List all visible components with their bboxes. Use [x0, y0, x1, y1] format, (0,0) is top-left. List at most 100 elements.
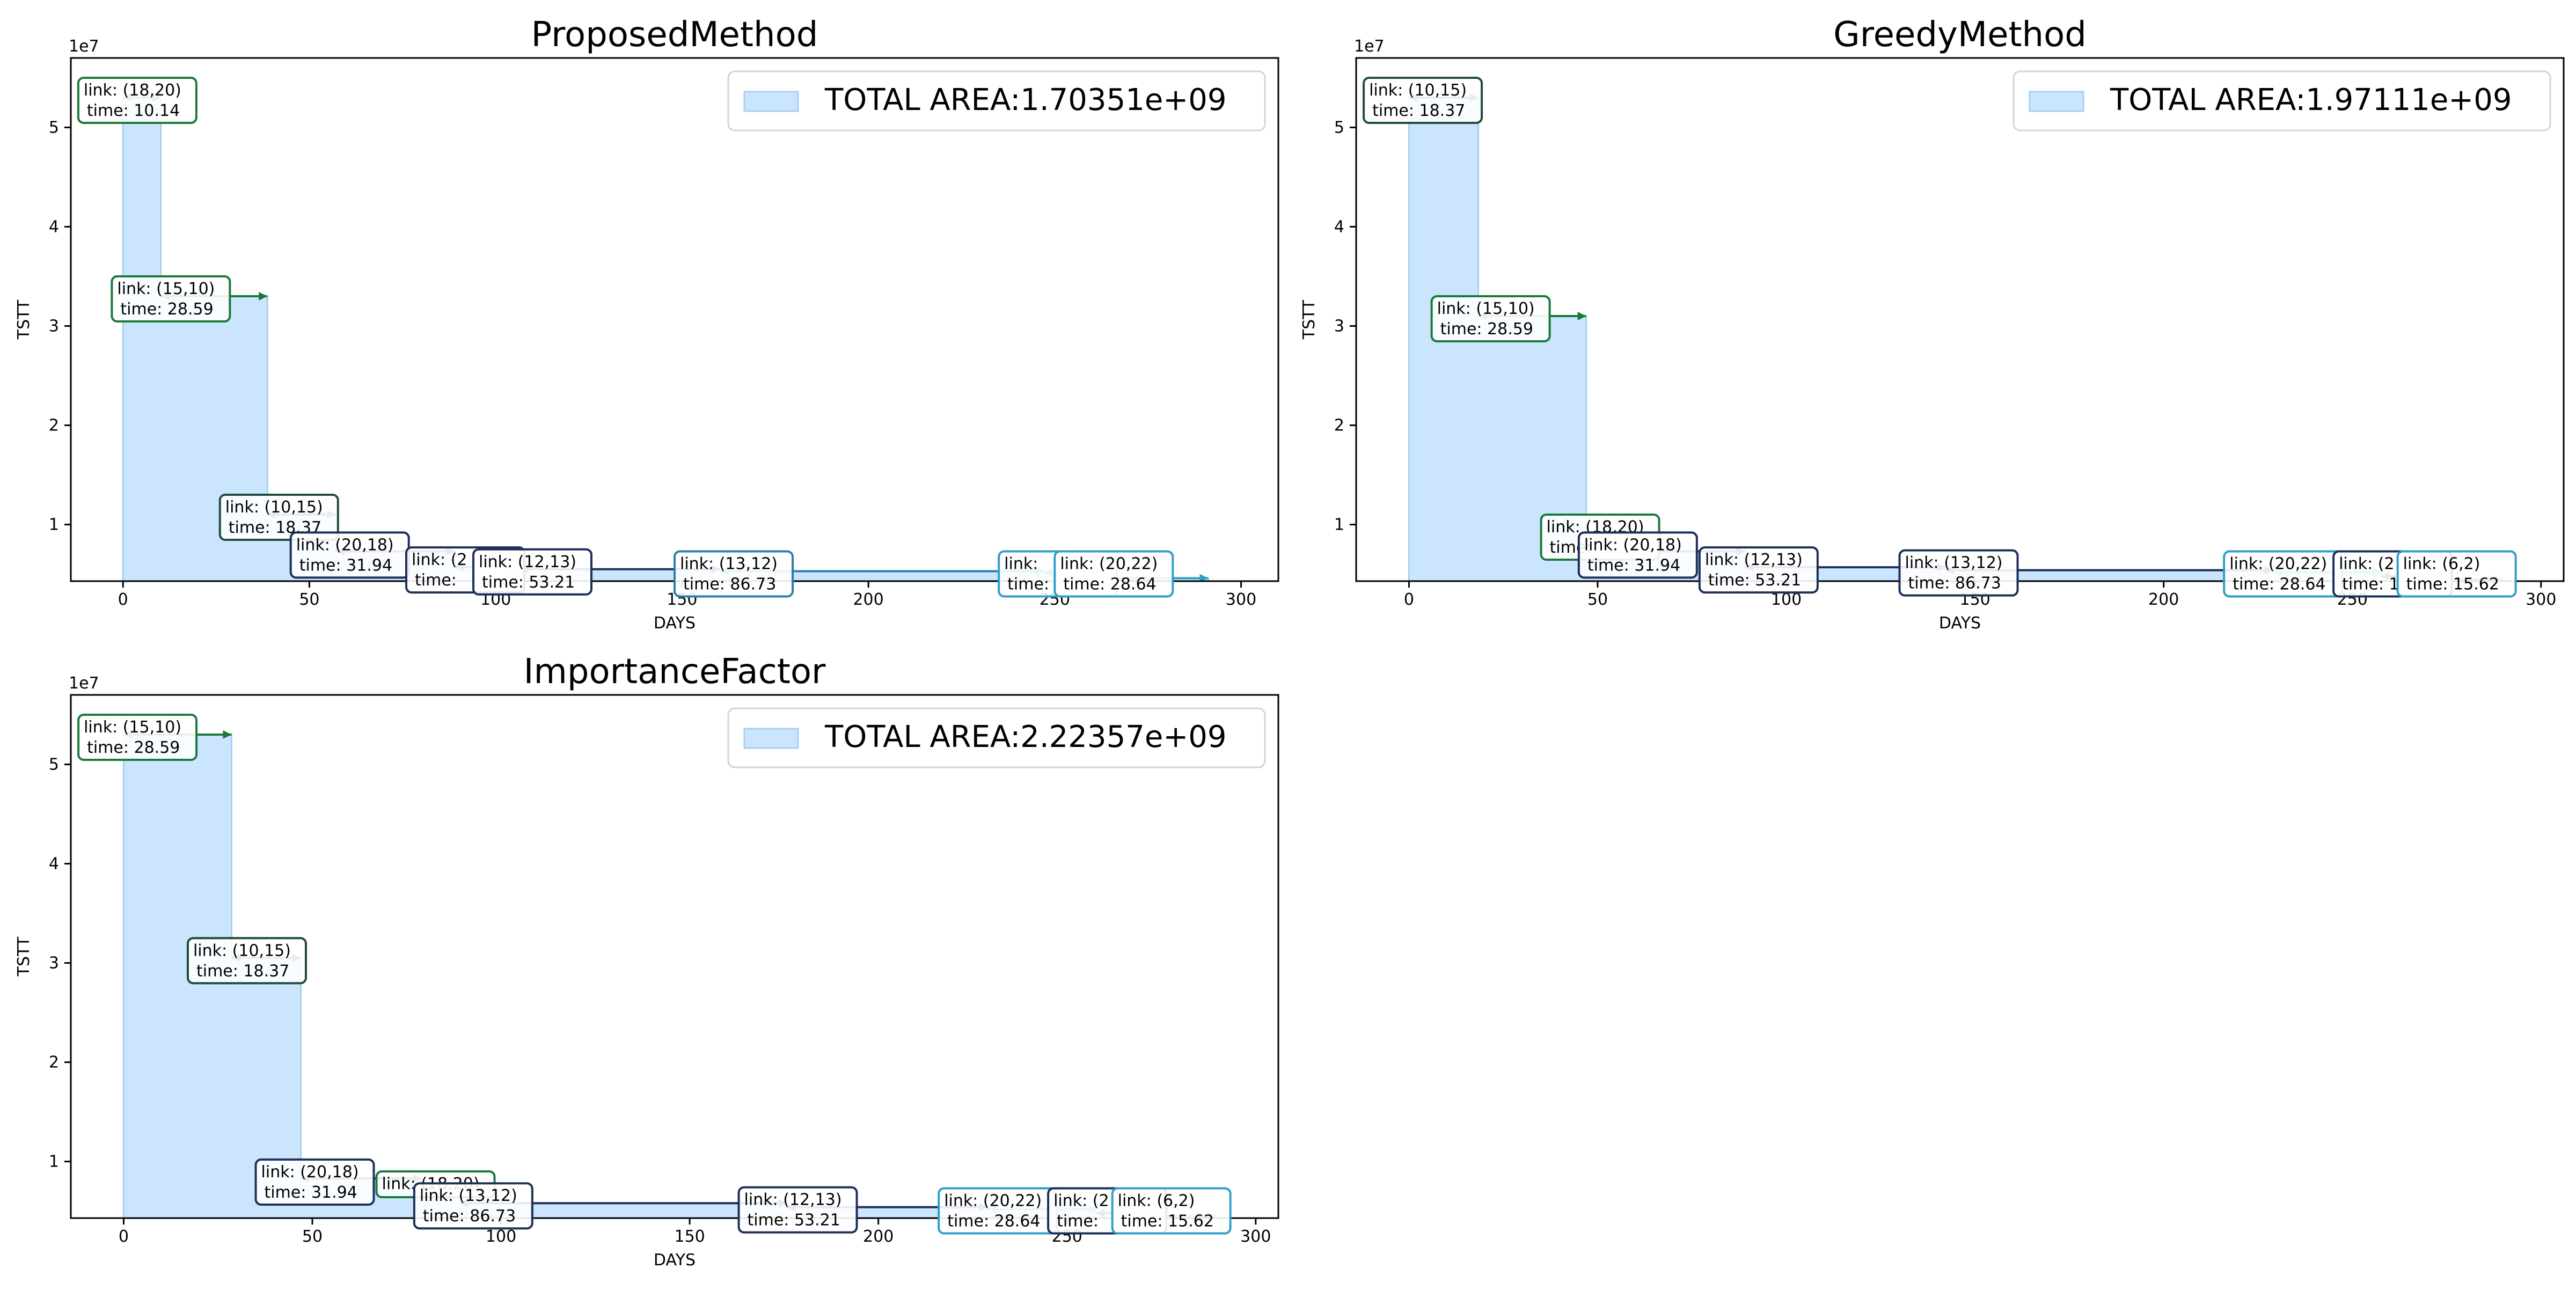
- annotation-time-text: time: 15.62: [2406, 575, 2499, 593]
- y-axis-label: TSTT: [14, 299, 33, 340]
- annotation-box: [1577, 531, 1698, 579]
- annotation-box: [1053, 550, 1174, 598]
- x-tick-label: 100: [486, 1227, 516, 1246]
- annotation-link-text: link:: [1004, 554, 1038, 573]
- legend-label: TOTAL AREA:2.22357e+09: [824, 720, 1226, 754]
- annotation-time-text: time:: [415, 571, 457, 590]
- chart-panel-3: 0 50 100 150 200 250 300123451e7DAYSTSTTImport…: [14, 652, 1279, 1270]
- arrow-head: [1199, 574, 1209, 581]
- annotation-link-text: link: (2: [2339, 554, 2395, 573]
- annotation: link: (20,22) time: 28.64: [938, 1187, 1058, 1235]
- annotation: link: (10,15)time: 18.37: [1363, 77, 1483, 124]
- chart-panel-2: 0 50 100 150 200 250 300123451e7DAYSTSTTGreedy…: [1300, 15, 2565, 633]
- annotation: link: (20,18)time: 31.94: [289, 531, 410, 579]
- annotation-time-text: time:: [1007, 575, 1049, 593]
- annotation-link-text: link: (12,13): [479, 553, 576, 571]
- y-tick-label: 3: [49, 954, 59, 973]
- annotation-link-text: link: (2: [1053, 1191, 1109, 1210]
- annotation-time-text: time: 28.64: [2233, 575, 2325, 593]
- y-offset-label: 1e7: [1354, 37, 1385, 56]
- annotation-box: [77, 714, 198, 761]
- annotation-link-text: link: (12,13): [1705, 551, 1803, 569]
- chart-title: GreedyMethod: [1833, 15, 2087, 55]
- annotation: link: (20,22) time: 28.64: [2223, 550, 2344, 598]
- x-axis-label: DAYS: [654, 1251, 696, 1270]
- annotation: link: (20,18)time: 31.94: [254, 1158, 375, 1206]
- x-tick-label: 50: [302, 1227, 323, 1246]
- x-tick-label: 300: [1226, 590, 1256, 609]
- x-tick-label: 200: [853, 590, 883, 609]
- annotation-link-text: link: (13,12): [680, 554, 778, 573]
- annotation-box: [1898, 549, 2019, 597]
- annotation-link-text: link: (20,22): [944, 1191, 1042, 1210]
- annotation-time-text: time: 53.21: [748, 1211, 840, 1230]
- annotation: link: (13,12) time: 86.73: [413, 1182, 533, 1230]
- arrow-head: [1577, 312, 1586, 321]
- annotation-box: [1111, 1187, 1232, 1235]
- annotation-link-text: link: (2: [412, 551, 467, 569]
- annotation: link: (12,13)time: 53.21: [737, 1186, 858, 1234]
- y-tick-label: 2: [49, 416, 59, 435]
- legend-label: TOTAL AREA:1.97111e+09: [2110, 83, 2512, 118]
- annotation-link-text: link: (20,18): [296, 536, 394, 554]
- annotation-time-text: time: 28.64: [947, 1212, 1040, 1230]
- arrow-head: [223, 730, 232, 739]
- annotation: link: (10,15)time: 18.37: [186, 937, 307, 985]
- y-tick-label: 5: [49, 756, 59, 774]
- x-tick-label: 0: [1404, 590, 1414, 609]
- annotation-link-text: link: (10,15): [225, 498, 323, 517]
- annotation-box: [1363, 77, 1483, 124]
- x-tick-label: 200: [863, 1227, 894, 1246]
- annotation-link-text: link: (20,18): [1584, 536, 1682, 554]
- annotation-time-text: time: 10.14: [87, 101, 180, 120]
- annotation-link-text: link: (6,2): [1118, 1191, 1195, 1210]
- y-tick-label: 2: [49, 1053, 59, 1072]
- annotation-link-text: link: (13,12): [1905, 554, 2003, 573]
- annotation-time-text: time: 18.37: [1372, 101, 1465, 120]
- x-tick-label: 50: [299, 590, 319, 609]
- annotation-box: [674, 550, 794, 598]
- annotation-box: [737, 1186, 858, 1234]
- x-axis-label: DAYS: [654, 614, 696, 633]
- annotation-link-text: link: (15,10): [84, 718, 181, 737]
- x-tick-label: 300: [2526, 590, 2556, 609]
- y-axis-label: TSTT: [1300, 299, 1319, 340]
- y-tick-label: 2: [1334, 416, 1344, 435]
- legend-swatch: [743, 728, 799, 749]
- legend: TOTAL AREA:1.70351e+09: [727, 70, 1266, 131]
- annotation-link-text: link: (10,15): [193, 941, 291, 960]
- annotation: link: (12,13) time: 53.21: [472, 548, 592, 596]
- annotation-time-text: time: 1: [2342, 575, 2399, 593]
- chart-title: ImportanceFactor: [524, 652, 826, 692]
- legend-box: [727, 70, 1266, 131]
- annotation: link: (15,10)time: 28.59: [111, 275, 231, 323]
- annotation-link-text: link: (12,13): [744, 1191, 842, 1210]
- annotation-box: [111, 275, 231, 323]
- x-tick-label: 150: [674, 1227, 705, 1246]
- annotation: link: (20,22) time: 28.64: [1053, 550, 1174, 598]
- annotation-time-text: time: 28.59: [87, 738, 180, 757]
- legend-box: [2012, 70, 2551, 131]
- legend-label: TOTAL AREA:1.70351e+09: [824, 83, 1226, 118]
- chart-panel-1: 0 50 100 150 200 250 300123451e7DAYSTSTTPropos…: [14, 15, 1279, 633]
- annotation-time-text: time: 86.73: [423, 1207, 516, 1226]
- annotation-time-text: time: 28.64: [1063, 575, 1156, 593]
- x-tick-label: 50: [1587, 590, 1608, 609]
- annotation-link-text: link: (10,15): [1369, 81, 1467, 100]
- annotation: link: (15,10)time: 28.59: [77, 714, 198, 761]
- annotation-box: [218, 494, 339, 541]
- annotation: link: (6,2) time: 15.62: [2396, 550, 2517, 598]
- annotation-box: [1698, 546, 1819, 594]
- x-tick-label: 200: [2148, 590, 2179, 609]
- annotation-link-text: link: (15,10): [1437, 299, 1535, 318]
- arrow-head: [259, 292, 268, 301]
- annotation: link: (10,15)time: 18.37: [218, 494, 339, 541]
- y-tick-label: 1: [49, 516, 59, 534]
- annotation-time-text: time: 53.21: [482, 573, 575, 592]
- y-tick-label: 4: [49, 855, 59, 874]
- y-tick-label: 4: [49, 218, 59, 237]
- y-tick-label: 1: [49, 1153, 59, 1171]
- annotation-box: [186, 937, 307, 985]
- legend-swatch: [2029, 91, 2084, 112]
